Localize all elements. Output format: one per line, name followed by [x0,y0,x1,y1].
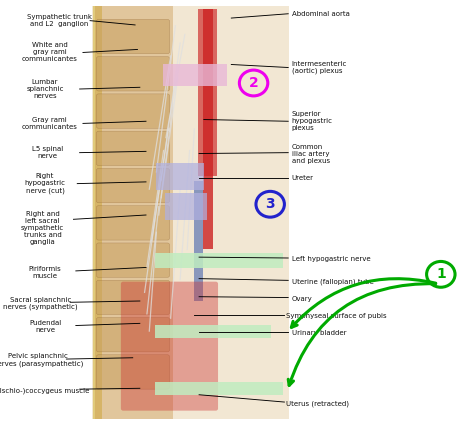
FancyBboxPatch shape [96,94,170,128]
Bar [155,382,283,395]
Text: 3: 3 [265,197,275,211]
FancyArrowPatch shape [288,284,436,385]
Text: 2: 2 [249,76,258,90]
Text: Pudendal
nerve: Pudendal nerve [29,320,61,333]
Text: Abdominal aorta: Abdominal aorta [292,11,349,17]
Text: Pelvic splanchnic
nerves (parasympathetic): Pelvic splanchnic nerves (parasympatheti… [0,353,83,367]
FancyBboxPatch shape [96,169,170,203]
Text: Gray rami
communicantes: Gray rami communicantes [22,117,78,130]
Text: Left hypogastric nerve: Left hypogastric nerve [292,256,370,262]
Bar [198,9,217,176]
Bar [155,325,271,338]
Text: Ureter: Ureter [292,175,313,181]
Bar [95,6,173,419]
Bar [92,6,289,419]
FancyBboxPatch shape [96,280,170,315]
Bar [156,163,204,190]
Text: Uterine (fallopian) tube: Uterine (fallopian) tube [292,278,373,285]
FancyBboxPatch shape [96,131,170,166]
Text: Piriformis
muscle: Piriformis muscle [28,266,62,279]
Text: Sympathetic trunk
and L2  ganglion: Sympathetic trunk and L2 ganglion [27,14,92,27]
Bar [163,64,227,86]
FancyBboxPatch shape [96,57,170,91]
Bar [93,6,102,419]
FancyBboxPatch shape [96,206,170,240]
Bar [165,194,207,220]
FancyArrowPatch shape [292,279,436,327]
FancyBboxPatch shape [96,355,170,389]
Text: Right and
left sacral
sympathetic
trunks and
ganglia: Right and left sacral sympathetic trunks… [21,211,64,245]
Text: Sacral splanchnic
nerves (sympathetic): Sacral splanchnic nerves (sympathetic) [3,297,78,310]
Text: Ovary: Ovary [292,296,312,302]
Bar [155,253,283,268]
Text: Common
iliac artery
and plexus: Common iliac artery and plexus [292,144,329,164]
Text: Intermesenteric
(aortic) plexus: Intermesenteric (aortic) plexus [292,61,347,74]
Text: Symphyseal surface of pubis: Symphyseal surface of pubis [286,313,386,319]
Text: White and
gray rami
communicantes: White and gray rami communicantes [22,43,78,62]
Text: L5 spinal
nerve: L5 spinal nerve [32,146,63,159]
Text: Uterus (retracted): Uterus (retracted) [286,400,349,407]
FancyBboxPatch shape [96,19,170,54]
Text: 1: 1 [436,267,446,281]
FancyBboxPatch shape [121,282,218,411]
FancyBboxPatch shape [96,317,170,352]
Text: Lumbar
splanchnic
nerves: Lumbar splanchnic nerves [26,79,64,99]
FancyBboxPatch shape [96,243,170,277]
Text: (Ischio-)coccygeus muscle: (Ischio-)coccygeus muscle [0,387,90,394]
Text: Superior
hypogastric
plexus: Superior hypogastric plexus [292,111,332,131]
Text: Urinary bladder: Urinary bladder [292,330,346,336]
Bar [194,181,203,301]
Text: Right
hypogastric
nerve (cut): Right hypogastric nerve (cut) [25,173,65,194]
Bar [203,9,213,249]
